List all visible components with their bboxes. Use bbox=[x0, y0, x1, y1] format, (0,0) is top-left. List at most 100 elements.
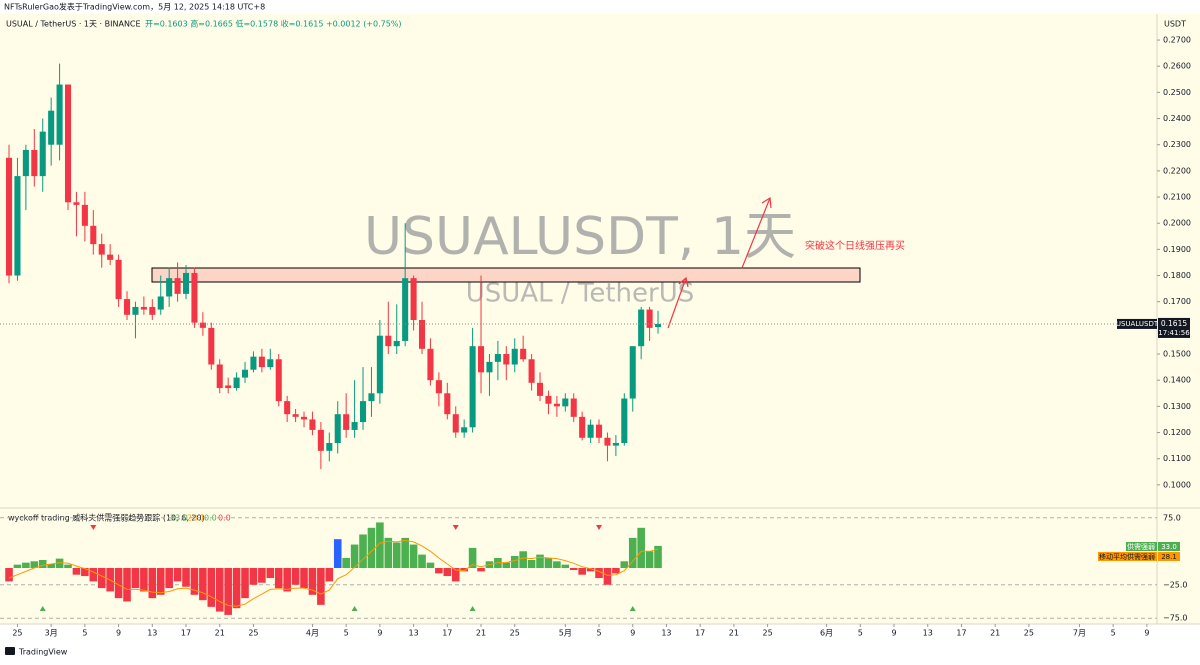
histogram-bar bbox=[325, 568, 334, 582]
price-tag bbox=[1158, 317, 1190, 338]
histogram-bar bbox=[317, 568, 325, 605]
histogram-bar bbox=[519, 551, 527, 569]
candle-body bbox=[368, 393, 375, 402]
watermark-subtitle: USUAL / TetherUS bbox=[466, 279, 694, 309]
y-tick-label: −25.0 bbox=[1163, 580, 1188, 589]
x-tick-label: 5 bbox=[1111, 629, 1116, 638]
watermark-title: USUALUSDT, 1天 bbox=[364, 207, 796, 267]
x-tick-label: 25 bbox=[1024, 629, 1034, 638]
tag-box bbox=[1098, 552, 1157, 561]
histogram-bar bbox=[215, 568, 224, 612]
x-tick-label: 25 bbox=[12, 629, 22, 638]
candle-body bbox=[326, 442, 333, 451]
candle-body bbox=[570, 398, 577, 417]
candle-body bbox=[292, 414, 299, 417]
arrows bbox=[667, 196, 772, 329]
histogram-bar bbox=[283, 568, 291, 592]
histogram-bar bbox=[333, 539, 342, 569]
candle-body bbox=[73, 202, 80, 205]
candle-body bbox=[31, 149, 38, 177]
x-tick-label: 17 bbox=[695, 629, 705, 638]
candle-body bbox=[149, 306, 156, 315]
y-tick-label: 0.1500 bbox=[1163, 350, 1191, 359]
indicator-legend-values: 33.0 28.1 0.0 0.0 bbox=[170, 514, 231, 523]
candle-body bbox=[233, 377, 240, 389]
x-tick-label: 9 bbox=[116, 629, 121, 638]
candle-body bbox=[56, 84, 63, 145]
histogram-bar bbox=[350, 544, 359, 569]
footer-logo bbox=[5, 647, 15, 655]
candle-body bbox=[435, 380, 442, 394]
histogram-bar bbox=[22, 562, 30, 569]
candle-body bbox=[579, 416, 586, 438]
candle-body bbox=[64, 84, 72, 203]
histogram-bar bbox=[241, 568, 249, 599]
x-tick-label: 13 bbox=[661, 629, 671, 638]
histogram-bar bbox=[544, 557, 553, 569]
histogram-bar bbox=[569, 568, 578, 571]
x-tick-label: 17 bbox=[442, 629, 452, 638]
x-tick-label: 21 bbox=[476, 629, 486, 638]
candle-body bbox=[317, 429, 324, 451]
x-tick-label: 5 bbox=[344, 629, 349, 638]
candle-body bbox=[452, 414, 459, 433]
candle-body bbox=[646, 309, 653, 328]
histogram-bar bbox=[300, 568, 308, 589]
x-tick-label: 21 bbox=[729, 629, 739, 638]
candle-body bbox=[157, 296, 164, 310]
candle-body bbox=[107, 254, 114, 260]
candle-body bbox=[410, 278, 417, 321]
candle-body bbox=[545, 395, 552, 404]
tag-value: 33.0 bbox=[1161, 543, 1177, 551]
candle-body bbox=[166, 278, 173, 297]
y-tick-label: 0.1400 bbox=[1163, 376, 1191, 385]
histogram-bar bbox=[510, 555, 519, 569]
buy-signal bbox=[629, 606, 636, 611]
histogram-bar bbox=[97, 568, 106, 589]
sell-signal bbox=[90, 525, 97, 530]
legend-value: 28.1 bbox=[187, 514, 205, 523]
candle-body bbox=[654, 323, 662, 328]
x-tick-label: 13 bbox=[923, 629, 933, 638]
candle-body bbox=[486, 361, 493, 373]
histogram-bar bbox=[148, 568, 157, 599]
candle-body bbox=[334, 414, 341, 443]
candle-body bbox=[98, 244, 105, 255]
histogram-bar bbox=[5, 568, 13, 582]
candle-body bbox=[503, 354, 510, 365]
y-tick-label: 0.1200 bbox=[1163, 428, 1191, 437]
tag-name: 供需强弱 bbox=[1127, 542, 1155, 551]
y-tick-label: 0.2300 bbox=[1163, 140, 1191, 149]
candle-body bbox=[351, 422, 358, 430]
histogram-bar bbox=[55, 558, 64, 569]
histogram-bar bbox=[628, 537, 637, 569]
candle-body bbox=[241, 369, 249, 378]
tag-box bbox=[1158, 552, 1180, 561]
logo bbox=[5, 647, 15, 655]
histogram-bar bbox=[418, 554, 426, 569]
x-tick-label: 6月 bbox=[820, 629, 833, 638]
ohlc-line: 开=0.1603 高=0.1665 低=0.1578 收=0.1615 +0.0… bbox=[145, 19, 402, 29]
histogram-bar bbox=[274, 568, 283, 589]
tag-box bbox=[1126, 542, 1157, 551]
x-tick-label: 9 bbox=[1144, 629, 1149, 638]
histogram-bar bbox=[595, 568, 603, 579]
histogram-bar bbox=[367, 527, 376, 569]
x-tick-label: 21 bbox=[215, 629, 225, 638]
histogram-bar bbox=[392, 542, 401, 569]
candle-body bbox=[385, 335, 392, 347]
y-tick-label: 0.2400 bbox=[1163, 114, 1191, 123]
candle-body bbox=[553, 403, 560, 407]
y-tick-label: 0.2100 bbox=[1163, 193, 1191, 202]
y-tick-label: 0.2200 bbox=[1163, 166, 1191, 175]
histogram-bar bbox=[451, 568, 460, 582]
candle-body bbox=[5, 157, 13, 276]
histogram-bar bbox=[536, 554, 544, 569]
histogram-bar bbox=[156, 568, 165, 595]
histogram-bar bbox=[64, 564, 72, 569]
histogram-bar bbox=[47, 563, 55, 569]
candle-body bbox=[528, 359, 535, 383]
histogram-bar bbox=[140, 568, 148, 592]
histogram-bar bbox=[443, 568, 452, 577]
